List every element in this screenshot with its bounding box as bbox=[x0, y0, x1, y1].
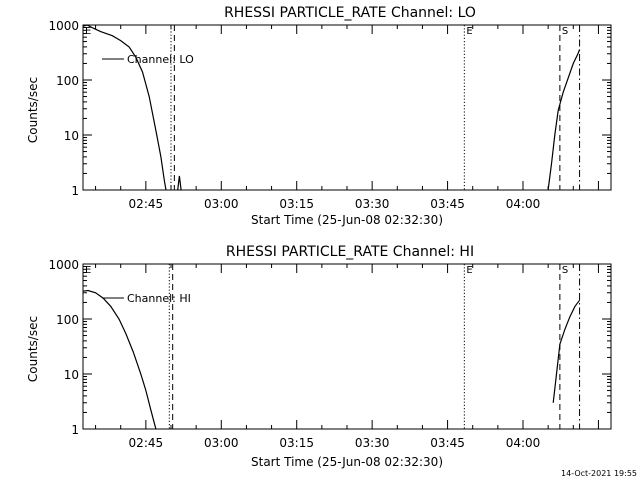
x-tick-label: 03:15 bbox=[279, 436, 314, 450]
plot-frame bbox=[82, 263, 612, 430]
series-line-segment bbox=[547, 49, 581, 191]
series-line-segment bbox=[177, 175, 182, 191]
x-tick-label: 04:00 bbox=[506, 436, 541, 450]
y-tick-label: 10 bbox=[64, 129, 79, 143]
y-tick-label: 1 bbox=[71, 423, 79, 437]
x-tick-label: 03:30 bbox=[355, 436, 390, 450]
y-axis-label: Counts/sec bbox=[26, 316, 40, 382]
chart-title: RHESSI PARTICLE_RATE Channel: HI bbox=[226, 244, 474, 260]
event-marker-label: E bbox=[85, 26, 91, 37]
legend-label: Channel: LO bbox=[127, 53, 194, 66]
x-tick-label: 04:00 bbox=[506, 197, 541, 211]
x-axis-label: Start Time (25-Jun-08 02:32:30) bbox=[251, 455, 443, 469]
y-tick-label: 100 bbox=[56, 313, 79, 327]
event-marker-label: S bbox=[562, 26, 568, 37]
series-line-segment bbox=[82, 24, 167, 191]
event-marker-label: E bbox=[466, 265, 472, 276]
y-axis-label: Counts/sec bbox=[26, 77, 40, 143]
x-tick-label: 03:45 bbox=[430, 436, 465, 450]
chart-title: RHESSI PARTICLE_RATE Channel: LO bbox=[224, 5, 476, 21]
chart-panel-lo: RHESSI PARTICLE_RATE Channel: LO Start T… bbox=[26, 5, 612, 227]
x-tick-label: 03:00 bbox=[204, 436, 239, 450]
legend-label: Channel: HI bbox=[127, 292, 191, 305]
y-tick-label: 100 bbox=[56, 74, 79, 88]
footer-timestamp: 14-Oct-2021 19:55 bbox=[561, 469, 637, 478]
series-line-segment bbox=[552, 299, 581, 403]
y-tick-label: 1 bbox=[71, 184, 79, 198]
y-tick-label: 1000 bbox=[48, 258, 79, 272]
y-tick-label: 10 bbox=[64, 368, 79, 382]
series-line-segment bbox=[82, 289, 157, 430]
x-tick-label: 02:45 bbox=[129, 436, 164, 450]
event-marker-label: E bbox=[466, 26, 472, 37]
x-tick-label: 02:45 bbox=[129, 197, 164, 211]
x-tick-label: 03:15 bbox=[279, 197, 314, 211]
x-axis-label: Start Time (25-Jun-08 02:32:30) bbox=[251, 213, 443, 227]
y-tick-label: 1000 bbox=[48, 19, 79, 33]
chart-panel-hi: RHESSI PARTICLE_RATE Channel: HI Start T… bbox=[26, 244, 612, 469]
event-marker-label: S bbox=[562, 265, 568, 276]
x-tick-label: 03:30 bbox=[355, 197, 390, 211]
x-tick-label: 03:00 bbox=[204, 197, 239, 211]
x-tick-label: 03:45 bbox=[430, 197, 465, 211]
event-marker-label: E bbox=[85, 265, 91, 276]
